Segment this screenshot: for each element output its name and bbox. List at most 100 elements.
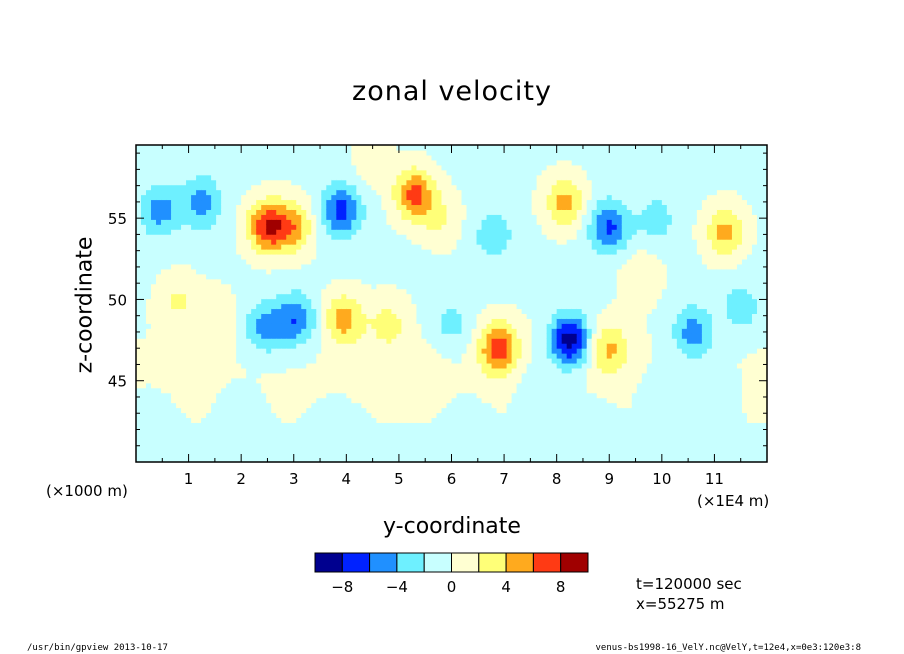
contour-cell bbox=[496, 154, 503, 161]
contour-cell bbox=[506, 377, 513, 384]
contour-cell bbox=[251, 244, 257, 250]
contour-cell bbox=[436, 199, 443, 206]
contour-cell bbox=[181, 447, 187, 453]
contour-cell bbox=[506, 293, 513, 300]
contour-cell bbox=[436, 273, 443, 280]
contour-cell bbox=[321, 427, 327, 433]
contour-cell bbox=[481, 353, 488, 359]
contour-cell bbox=[471, 214, 478, 220]
contour-cell bbox=[466, 338, 473, 344]
contour-cell bbox=[201, 283, 207, 290]
contour-cell bbox=[371, 154, 377, 161]
contour-cell bbox=[146, 357, 152, 364]
contour-cell bbox=[351, 278, 357, 285]
contour-cell bbox=[311, 219, 317, 225]
contour-cell bbox=[166, 199, 172, 206]
contour-cell bbox=[271, 229, 277, 235]
contour-cell bbox=[411, 288, 418, 295]
contour-cell bbox=[146, 224, 152, 230]
contour-cell bbox=[456, 432, 463, 438]
contour-cell bbox=[171, 422, 177, 428]
contour-cell bbox=[236, 392, 242, 399]
contour-cell bbox=[381, 382, 387, 389]
contour-cell bbox=[306, 323, 312, 329]
contour-cell bbox=[211, 338, 217, 344]
contour-cell bbox=[191, 417, 197, 423]
contour-cell bbox=[321, 204, 327, 210]
contour-cell bbox=[251, 204, 257, 210]
contour-cell bbox=[176, 367, 182, 374]
contour-cell bbox=[211, 407, 217, 414]
contour-cell bbox=[296, 338, 302, 344]
contour-cell bbox=[431, 169, 438, 176]
contour-cell bbox=[226, 258, 232, 265]
contour-cell bbox=[181, 179, 187, 186]
contour-cell bbox=[466, 209, 473, 215]
contour-cell bbox=[506, 392, 513, 399]
contour-cell bbox=[196, 179, 202, 186]
contour-cell bbox=[191, 348, 197, 354]
contour-cell bbox=[141, 249, 147, 255]
contour-cell bbox=[426, 353, 433, 359]
contour-cell bbox=[321, 189, 327, 196]
contour-cell bbox=[506, 159, 513, 166]
contour-cell bbox=[451, 224, 458, 230]
contour-cell bbox=[366, 169, 372, 176]
contour-cell bbox=[246, 268, 252, 275]
contour-cell bbox=[351, 169, 357, 176]
contour-cell bbox=[301, 278, 307, 285]
contour-cell bbox=[316, 402, 322, 409]
contour-cell bbox=[206, 437, 212, 443]
contour-cell bbox=[416, 184, 423, 191]
contour-cell bbox=[311, 377, 317, 384]
contour-cell bbox=[381, 442, 387, 448]
contour-cell bbox=[286, 427, 292, 433]
contour-cell bbox=[366, 387, 372, 394]
contour-cell bbox=[136, 303, 142, 310]
contour-cell bbox=[251, 308, 257, 314]
contour-cell bbox=[286, 303, 292, 310]
contour-cell bbox=[351, 159, 357, 166]
contour-cell bbox=[411, 278, 418, 285]
contour-cell bbox=[266, 407, 272, 414]
contour-cell bbox=[456, 333, 463, 339]
contour-cell bbox=[411, 397, 418, 404]
contour-cell bbox=[426, 258, 433, 265]
contour-cell bbox=[436, 372, 443, 379]
contour-cell bbox=[406, 258, 413, 265]
contour-cell bbox=[311, 392, 317, 399]
contour-cell bbox=[366, 348, 372, 354]
contour-cell bbox=[341, 353, 347, 359]
contour-cell bbox=[341, 204, 347, 210]
contour-cell bbox=[361, 333, 367, 339]
contour-cell bbox=[261, 194, 267, 201]
contour-cell bbox=[196, 244, 202, 250]
contour-cell bbox=[521, 387, 528, 394]
contour-cell bbox=[261, 244, 267, 250]
contour-cell bbox=[181, 353, 187, 359]
contour-cell bbox=[326, 348, 332, 354]
contour-cell bbox=[201, 219, 207, 225]
contour-cell bbox=[506, 367, 513, 374]
contour-cell bbox=[306, 273, 312, 280]
contour-cell bbox=[281, 323, 287, 329]
contour-cell bbox=[226, 412, 232, 419]
contour-cell bbox=[366, 204, 372, 210]
contour-cell bbox=[516, 348, 523, 354]
contour-cell bbox=[486, 392, 493, 399]
contour-cell bbox=[161, 263, 167, 270]
contour-cell bbox=[401, 353, 408, 359]
contour-cell bbox=[521, 447, 528, 453]
contour-cell bbox=[171, 357, 177, 364]
contour-cell bbox=[266, 303, 272, 310]
contour-cell bbox=[451, 263, 458, 270]
contour-cell bbox=[146, 442, 152, 448]
contour-cell bbox=[266, 412, 272, 419]
contour-cell bbox=[146, 298, 152, 305]
contour-cell bbox=[251, 273, 257, 280]
contour-cell bbox=[481, 452, 488, 458]
contour-cell bbox=[426, 437, 433, 443]
contour-cell bbox=[346, 387, 352, 394]
contour-cell bbox=[496, 164, 503, 171]
contour-cell bbox=[441, 169, 448, 176]
